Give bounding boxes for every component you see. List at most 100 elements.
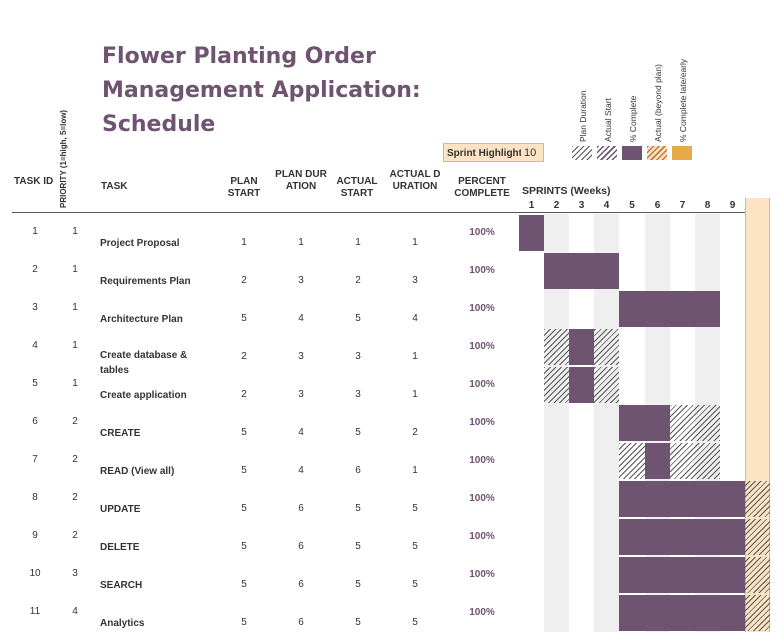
plan-duration: 3 [298, 351, 304, 362]
plan-start: 2 [241, 389, 247, 400]
task-priority: 1 [72, 226, 78, 237]
legend-label: % Complete late/early [672, 4, 692, 142]
actual-start: 5 [355, 617, 361, 628]
percent-complete: 100% [469, 341, 495, 352]
week-header: 1 [528, 200, 535, 211]
gantt-bar-complete [619, 481, 745, 517]
plan-start: 5 [241, 617, 247, 628]
plan-duration: 6 [298, 541, 304, 552]
task-name: READ (View all) [100, 466, 175, 477]
task-id: 1 [32, 226, 38, 237]
actual-duration: 5 [412, 541, 418, 552]
header-task: TASK [101, 181, 128, 192]
task-id: 3 [32, 302, 38, 313]
legend-label: % Complete [622, 4, 642, 142]
actual-start: 5 [355, 541, 361, 552]
actual-duration: 5 [412, 579, 418, 590]
task-name: DELETE [100, 542, 140, 553]
header-actual-duration: ACTUAL DURATION [389, 169, 441, 192]
task-id: 8 [32, 492, 38, 503]
task-name: SEARCH [100, 580, 143, 591]
percent-complete: 100% [469, 531, 495, 542]
week-header: 6 [654, 200, 661, 211]
task-id: 6 [32, 416, 38, 427]
task-id: 9 [32, 530, 38, 541]
actual-duration: 1 [412, 351, 418, 362]
percent-complete: 100% [469, 227, 495, 238]
plan-duration: 4 [298, 313, 304, 324]
task-name: Project Proposal [100, 238, 180, 249]
legend-label: Plan Duration [572, 4, 592, 142]
task-id: 2 [32, 264, 38, 275]
plan-start: 5 [241, 427, 247, 438]
percent-complete: 100% [469, 455, 495, 466]
header-divider [12, 212, 770, 213]
header-priority-label: PRIORITY (1=high, 5=low) [59, 109, 68, 208]
actual-start: 5 [355, 427, 361, 438]
sprint-column [519, 214, 544, 632]
sprint-highlight[interactable]: Sprint Highlight 10 [443, 143, 544, 162]
gantt-bar-complete [619, 595, 745, 631]
legend-swatch-late [672, 146, 692, 160]
actual-duration: 5 [412, 617, 418, 628]
header-percent-complete: PERCENT COMPLETE [454, 176, 510, 199]
plan-start: 5 [241, 313, 247, 324]
task-id: 7 [32, 454, 38, 465]
task-priority: 4 [72, 606, 78, 617]
task-priority: 2 [72, 454, 78, 465]
week-header: 3 [578, 200, 585, 211]
header-task-id: TASK ID [14, 176, 54, 187]
actual-duration: 3 [412, 275, 418, 286]
plan-start: 1 [241, 237, 247, 248]
task-name: CREATE [100, 428, 141, 439]
header-sprints: SPRINTS (Weeks) [522, 185, 611, 197]
plan-start: 5 [241, 541, 247, 552]
gantt-bar-complete [619, 519, 745, 555]
plan-duration: 6 [298, 617, 304, 628]
actual-start: 5 [355, 579, 361, 590]
sprint-highlight-input[interactable]: 10 [524, 147, 537, 159]
task-priority: 1 [72, 302, 78, 313]
plan-duration: 6 [298, 579, 304, 590]
task-priority: 3 [72, 568, 78, 579]
week-header: 4 [603, 200, 610, 211]
plan-start: 2 [241, 275, 247, 286]
week-header: 9 [729, 200, 736, 211]
actual-start: 3 [355, 389, 361, 400]
actual-duration: 1 [412, 237, 418, 248]
plan-duration: 3 [298, 275, 304, 286]
actual-start: 5 [355, 503, 361, 514]
percent-complete: 100% [469, 303, 495, 314]
plan-duration: 3 [298, 389, 304, 400]
plan-duration: 4 [298, 427, 304, 438]
plan-duration: 6 [298, 503, 304, 514]
gantt-bar-complete [569, 367, 594, 403]
header-plan-start: PLAN START [227, 176, 261, 199]
task-id: 10 [29, 568, 41, 579]
sprint-highlight-label: Sprint Highlight [447, 148, 521, 159]
week-header: 8 [704, 200, 711, 211]
task-priority: 1 [72, 340, 78, 351]
task-name: Architecture Plan [100, 314, 183, 325]
week-header: 5 [629, 200, 635, 211]
actual-start: 1 [355, 237, 361, 248]
task-name: Create application [100, 390, 187, 401]
plan-start: 5 [241, 465, 247, 476]
week-header: 2 [553, 200, 560, 211]
legend-swatch-complete [622, 146, 642, 160]
task-id: 11 [29, 606, 41, 617]
page-title: Flower Planting Order Management Applica… [102, 44, 421, 137]
task-priority: 2 [72, 416, 78, 427]
legend-label: Actual (beyond plan) [647, 4, 667, 142]
actual-duration: 5 [412, 503, 418, 514]
header-actual-start: ACTUAL START [336, 176, 378, 199]
plan-start: 5 [241, 503, 247, 514]
legend-swatch-actbeyond [647, 146, 667, 160]
task-priority: 2 [72, 530, 78, 541]
actual-duration: 2 [412, 427, 418, 438]
actual-start: 2 [355, 275, 361, 286]
plan-duration: 4 [298, 465, 304, 476]
task-id: 5 [32, 378, 38, 389]
percent-complete: 100% [469, 493, 495, 504]
actual-duration: 1 [412, 389, 418, 400]
